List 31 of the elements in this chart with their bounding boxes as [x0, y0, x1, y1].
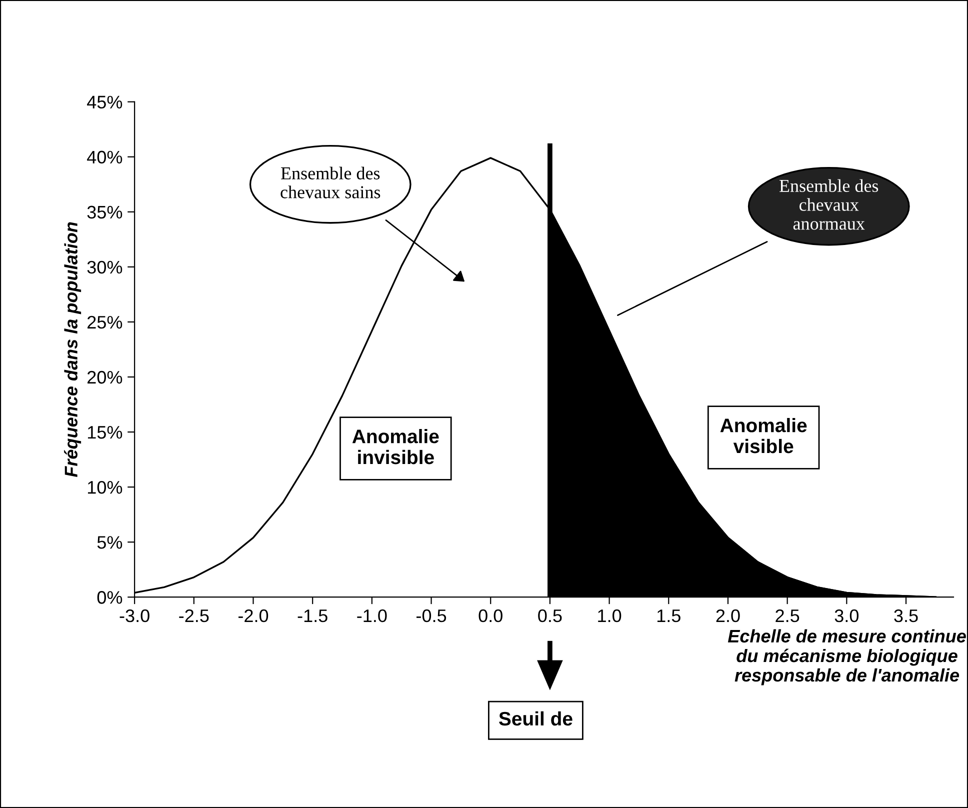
annotation: Ensemble des chevaux anormaux	[779, 179, 878, 230]
x-tick-label: 0.0	[478, 609, 502, 622]
x-tick-label: -0.5	[416, 609, 446, 622]
y-tick-label: 35%	[87, 206, 122, 219]
y-tick-label: 10%	[88, 480, 122, 494]
annotation: Anomalie visible	[720, 418, 807, 454]
y-tick-label: 5%	[97, 536, 122, 549]
y-axis-title: Fréquence dans la population	[64, 222, 82, 478]
y-tick-label: 25%	[88, 316, 122, 329]
x-tick-label: -3.0	[120, 609, 150, 622]
y-tick-label: 0%	[97, 591, 122, 604]
x-tick-label: -1.5	[298, 610, 328, 622]
x-tick-label: -2.0	[238, 609, 268, 622]
y-tick-label: 30%	[87, 260, 122, 274]
y-tick-label: 20%	[88, 370, 122, 384]
x-tick-label: 2.5	[776, 609, 800, 622]
x-tick-label: 1.0	[598, 609, 622, 622]
annotation: Ensemble des chevaux sains	[280, 166, 380, 198]
y-tick-label: 40%	[87, 150, 122, 164]
x-axis-title: Echelle de mesure continue du mécanisme biologique responsable de l'anomalie	[728, 629, 966, 686]
x-tick-label: 3.0	[834, 609, 859, 622]
y-tick-label: 45%	[87, 96, 122, 109]
y-tick-label: 15%	[88, 426, 122, 439]
x-tick-label: 0.5	[538, 609, 562, 622]
annotation: Anomalie invisible	[352, 428, 439, 464]
x-tick-label: 3.5	[894, 609, 918, 622]
x-tick-label: 2.0	[716, 609, 740, 622]
x-tick-label: -2.5	[179, 609, 209, 622]
x-tick-label: 1.5	[657, 610, 680, 622]
x-tick-label: -1.0	[357, 609, 387, 622]
ref-line-label: Seuil de	[498, 711, 572, 726]
